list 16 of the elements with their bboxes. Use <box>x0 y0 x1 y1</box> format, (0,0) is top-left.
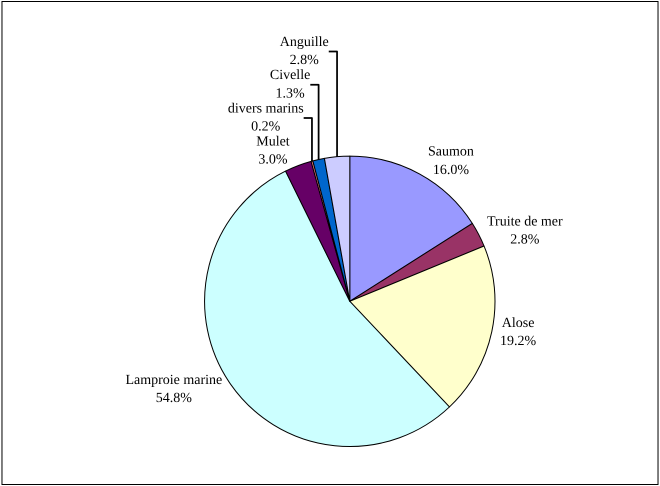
slice-label: Mulet <box>256 134 290 150</box>
slice-label: Anguille <box>280 34 329 50</box>
data-label: 0.2% <box>251 120 281 135</box>
slice-label: Alose <box>502 316 534 331</box>
data-label: 3.0% <box>258 152 288 168</box>
data-label: 2.8% <box>290 53 320 68</box>
data-label: 16.0% <box>432 162 470 178</box>
slice-label: Lamproie marine <box>125 372 222 388</box>
slice-label: divers marins <box>228 101 304 116</box>
slice-label: Truite de mer <box>486 214 564 230</box>
data-label: 1.3% <box>275 86 305 102</box>
slice-label: Civelle <box>270 68 310 84</box>
data-label: 2.8% <box>510 232 540 248</box>
slice-label: Saumon <box>428 144 474 160</box>
data-label: 54.8% <box>156 391 192 406</box>
data-label: 19.2% <box>500 334 537 350</box>
